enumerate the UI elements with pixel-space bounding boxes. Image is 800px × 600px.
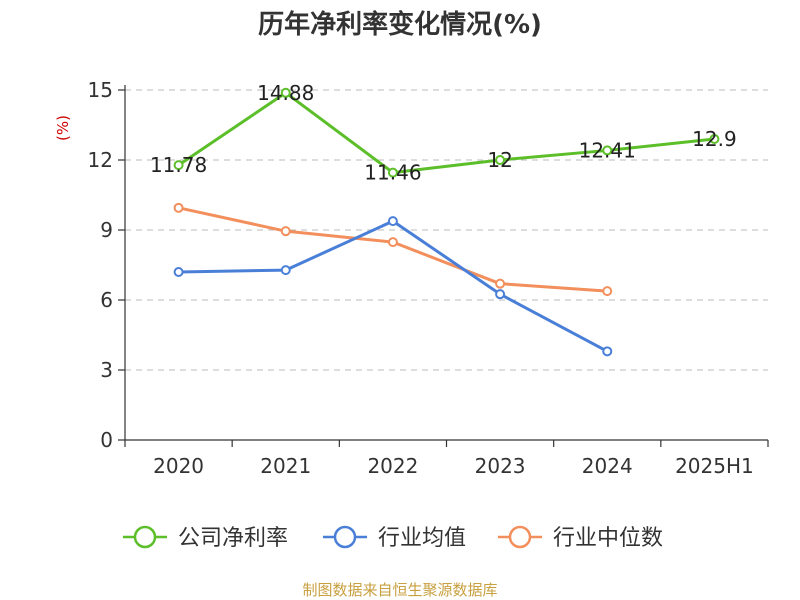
legend-marker-icon <box>508 525 532 549</box>
data-point <box>602 346 613 357</box>
legend-marker-icon <box>133 525 157 549</box>
data-point <box>280 87 291 98</box>
legend-item-1[interactable]: 公司净利率 <box>123 525 288 551</box>
data-label: 14.88 <box>257 81 314 105</box>
data-point <box>495 278 506 289</box>
legend[interactable]: 公司净利率 行业均值 行业中位数 <box>123 525 663 551</box>
data-point <box>387 216 398 227</box>
axes: 0 3 6 9 12 15 2020 2021 2022 2023 2024 2025H1 <box>88 78 769 478</box>
data-point <box>173 202 184 213</box>
data-point <box>387 167 398 178</box>
data-point <box>602 145 613 156</box>
y-tick-label: 3 <box>100 358 113 382</box>
data-point <box>709 134 720 144</box>
data-label: 11.78 <box>150 153 207 177</box>
x-tick-label: 2022 <box>367 454 418 478</box>
x-tick-label: 2024 <box>582 454 633 478</box>
series-3 <box>173 202 613 297</box>
data-label: 12 <box>487 148 512 172</box>
data-labels: 11.78 14.88 11.46 12 12.41 12.9 <box>150 81 737 185</box>
data-source-note: 制图数据来自恒生聚源数据库 <box>302 581 497 599</box>
series-1 <box>173 87 720 178</box>
y-tick-label: 9 <box>100 218 113 242</box>
y-tick-label: 0 <box>100 428 113 452</box>
legend-label: 行业均值 <box>378 526 466 551</box>
x-tick-label: 2020 <box>153 454 204 478</box>
data-point <box>173 160 184 171</box>
data-point <box>387 237 398 248</box>
data-point <box>280 265 291 276</box>
y-tick-label: 6 <box>100 288 113 312</box>
data-label: 11.46 <box>364 161 421 185</box>
grid-lines <box>125 89 768 371</box>
data-point <box>602 286 613 297</box>
data-label: 12.9 <box>692 127 737 151</box>
chart-title: 历年净利率变化情况(%) <box>258 9 542 40</box>
data-label: 12.41 <box>579 138 636 162</box>
series-line <box>177 91 715 175</box>
legend-item-3[interactable]: 行业中位数 <box>498 525 663 551</box>
series-lines <box>173 87 720 357</box>
y-tick-label: 15 <box>88 78 113 102</box>
data-point <box>173 267 184 277</box>
x-tick-label: 2025H1 <box>675 454 754 478</box>
data-point <box>495 155 506 165</box>
legend-marker-icon <box>333 525 357 549</box>
x-tick-label: 2023 <box>475 454 526 478</box>
x-tick-label: 2021 <box>260 454 311 478</box>
legend-label: 行业中位数 <box>553 526 663 551</box>
y-axis-unit: (%) <box>54 115 72 141</box>
data-point <box>280 226 291 237</box>
series-2 <box>173 216 613 357</box>
y-tick-label: 12 <box>88 148 113 172</box>
legend-item-2[interactable]: 行业均值 <box>323 525 466 551</box>
legend-label: 公司净利率 <box>178 526 288 551</box>
data-point <box>495 289 506 300</box>
